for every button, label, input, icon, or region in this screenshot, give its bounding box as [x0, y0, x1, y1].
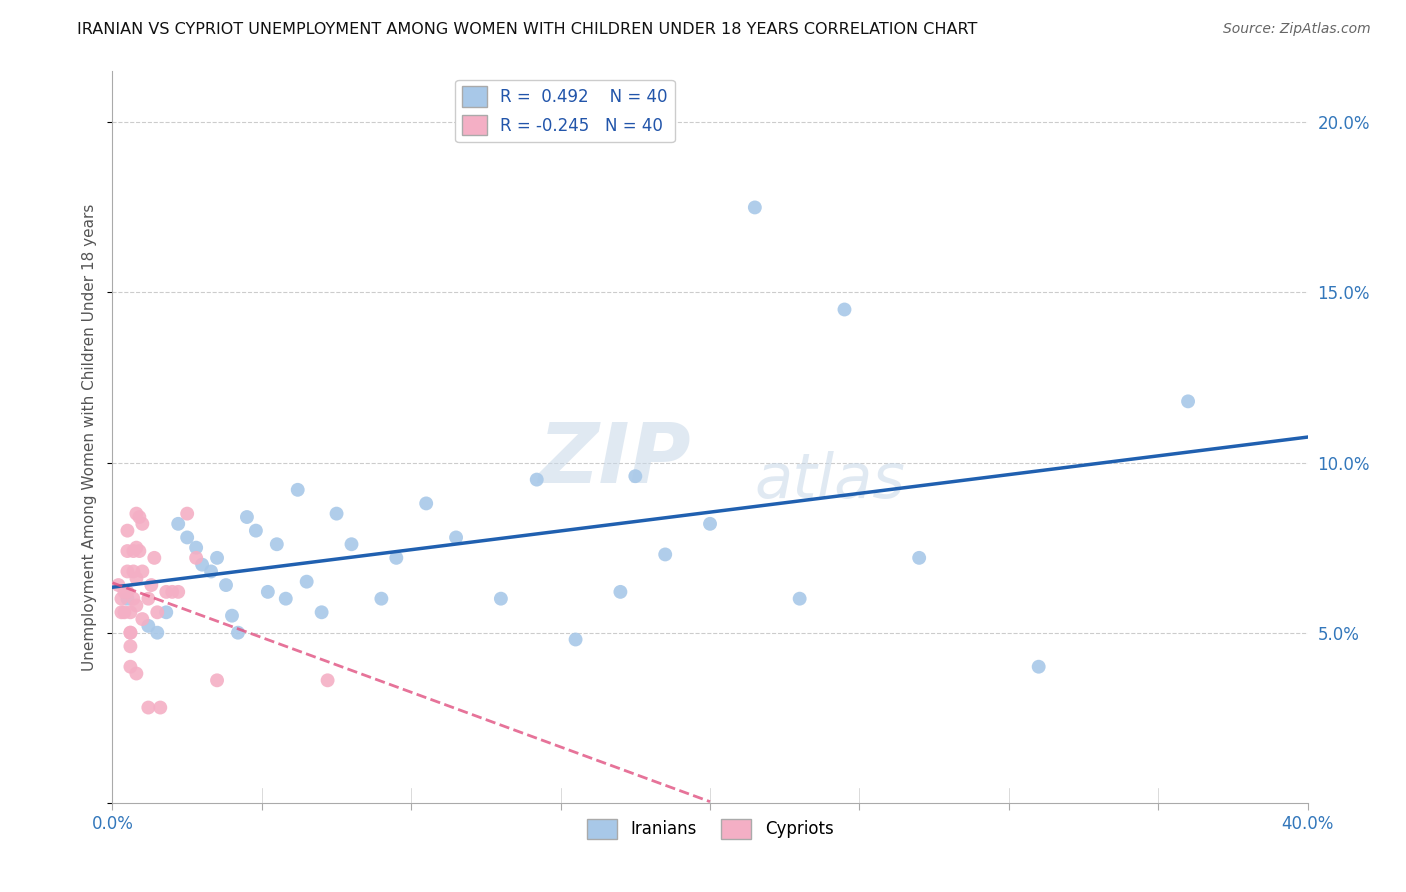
Point	[141, 578, 163, 592]
Point	[186, 541, 208, 555]
Point	[744, 201, 766, 215]
Point	[120, 605, 142, 619]
Point	[176, 507, 198, 521]
Point	[489, 591, 512, 606]
Point	[699, 516, 721, 531]
Point	[266, 537, 288, 551]
Point	[117, 591, 139, 606]
Point	[226, 625, 249, 640]
Point	[131, 516, 153, 531]
Point	[125, 571, 148, 585]
Point	[120, 659, 142, 673]
Point	[162, 585, 183, 599]
Point	[120, 625, 142, 640]
Y-axis label: Unemployment Among Women with Children Under 18 years: Unemployment Among Women with Children U…	[82, 203, 97, 671]
Point	[167, 585, 190, 599]
Point	[131, 565, 153, 579]
Point	[125, 666, 148, 681]
Point	[117, 565, 139, 579]
Point	[155, 605, 177, 619]
Text: ZIP: ZIP	[538, 418, 690, 500]
Point	[146, 625, 169, 640]
Point	[908, 550, 931, 565]
Point	[120, 640, 142, 654]
Point	[200, 565, 222, 579]
Point	[236, 510, 259, 524]
Point	[186, 550, 208, 565]
Text: atlas: atlas	[754, 451, 905, 511]
Point	[125, 507, 148, 521]
Point	[564, 632, 586, 647]
Point	[125, 599, 148, 613]
Point	[245, 524, 267, 538]
Point	[274, 591, 297, 606]
Point	[205, 550, 228, 565]
Point	[340, 537, 363, 551]
Point	[370, 591, 392, 606]
Point	[128, 510, 150, 524]
Point	[122, 544, 145, 558]
Point	[191, 558, 214, 572]
Point	[138, 700, 160, 714]
Point	[526, 473, 548, 487]
Point	[146, 605, 169, 619]
Point	[311, 605, 333, 619]
Point	[316, 673, 339, 688]
Point	[415, 496, 437, 510]
Point	[110, 605, 132, 619]
Point	[385, 550, 408, 565]
Point	[287, 483, 309, 497]
Point	[155, 585, 177, 599]
Legend: Iranians, Cypriots: Iranians, Cypriots	[579, 812, 841, 846]
Point	[609, 585, 631, 599]
Point	[1177, 394, 1199, 409]
Text: Source: ZipAtlas.com: Source: ZipAtlas.com	[1223, 22, 1371, 37]
Point	[117, 524, 139, 538]
Point	[110, 591, 132, 606]
Point	[117, 585, 139, 599]
Point	[834, 302, 856, 317]
Point	[120, 625, 142, 640]
Point	[107, 578, 129, 592]
Point	[138, 619, 160, 633]
Point	[149, 700, 172, 714]
Point	[114, 605, 135, 619]
Point	[624, 469, 647, 483]
Point	[167, 516, 190, 531]
Point	[117, 544, 139, 558]
Point	[131, 612, 153, 626]
Point	[789, 591, 811, 606]
Point	[221, 608, 243, 623]
Point	[1028, 659, 1050, 673]
Point	[125, 541, 148, 555]
Point	[114, 585, 135, 599]
Point	[325, 507, 347, 521]
Point	[122, 591, 145, 606]
Point	[176, 531, 198, 545]
Point	[205, 673, 228, 688]
Text: IRANIAN VS CYPRIOT UNEMPLOYMENT AMONG WOMEN WITH CHILDREN UNDER 18 YEARS CORRELA: IRANIAN VS CYPRIOT UNEMPLOYMENT AMONG WO…	[77, 22, 977, 37]
Point	[128, 544, 150, 558]
Point	[257, 585, 280, 599]
Point	[122, 565, 145, 579]
Point	[654, 548, 676, 562]
Point	[444, 531, 467, 545]
Point	[215, 578, 238, 592]
Point	[138, 591, 160, 606]
Point	[143, 550, 166, 565]
Point	[295, 574, 318, 589]
